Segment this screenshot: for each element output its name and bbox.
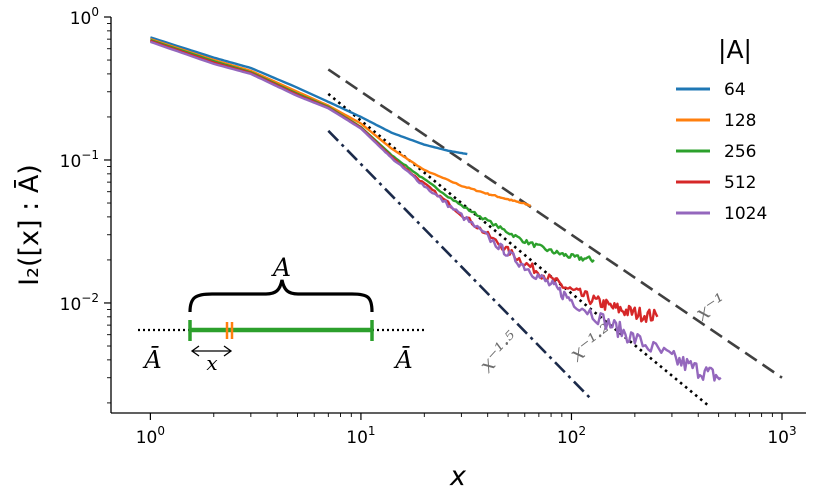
y-tick-label: 10−2 — [60, 291, 99, 315]
inset-x-arrow-right-head — [223, 345, 233, 357]
series-line-64 — [150, 36, 468, 156]
tick-labels: 100 101 102 103 100 10−1 10−2 — [60, 5, 797, 448]
reference-line-label: x⁻¹·⁵ — [475, 326, 525, 377]
y-tick-label: 100 — [70, 5, 99, 29]
series-line-1024 — [150, 40, 722, 382]
series-line-128 — [150, 37, 531, 207]
x-axis-title: x — [449, 461, 467, 492]
inset-schematic: A Ā Ā x — [138, 253, 426, 375]
series-line-512 — [149, 39, 659, 323]
plot-frame — [110, 17, 806, 414]
legend-label: 64 — [724, 80, 746, 100]
tick-marks — [104, 16, 783, 420]
inset-left-abar-label: Ā — [142, 346, 161, 374]
x-tick-label: 103 — [767, 424, 796, 448]
legend-entries: 64 128 256 512 1024 — [676, 80, 767, 224]
reference-line-dashed — [327, 68, 783, 379]
inset-x-arrow-left-head — [190, 345, 200, 357]
x-tick-label: 102 — [557, 424, 586, 448]
legend: |A| 64 128 256 512 1024 — [676, 35, 767, 224]
series-line-256 — [149, 38, 595, 263]
legend-label: 256 — [724, 142, 756, 162]
legend-label: 128 — [724, 111, 756, 131]
reference-line-dotted — [327, 92, 710, 408]
inset-x-label: x — [206, 351, 217, 375]
inset-right-abar-label: Ā — [393, 346, 412, 374]
inset-brace — [188, 279, 374, 313]
y-tick-label: 10−1 — [60, 148, 99, 172]
y-axis-title: I₂([x] : Ā) — [14, 164, 45, 286]
inset-brace-label: A — [271, 253, 291, 282]
x-tick-label: 100 — [136, 424, 165, 448]
legend-label: 512 — [724, 173, 756, 193]
legend-label: 1024 — [724, 204, 767, 224]
x-tick-label: 101 — [346, 424, 375, 448]
reference-line-dashdot — [327, 129, 593, 401]
legend-title: |A| — [718, 35, 752, 64]
series-lines — [149, 36, 722, 382]
